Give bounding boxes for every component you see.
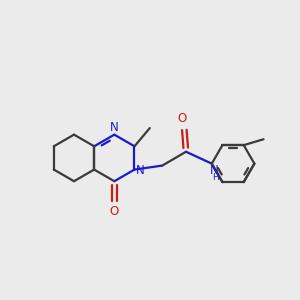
Text: H: H [212, 173, 219, 182]
Text: O: O [177, 112, 187, 124]
Text: N: N [110, 121, 119, 134]
Text: O: O [110, 206, 119, 218]
Text: N: N [209, 164, 218, 177]
Text: N: N [136, 164, 145, 177]
